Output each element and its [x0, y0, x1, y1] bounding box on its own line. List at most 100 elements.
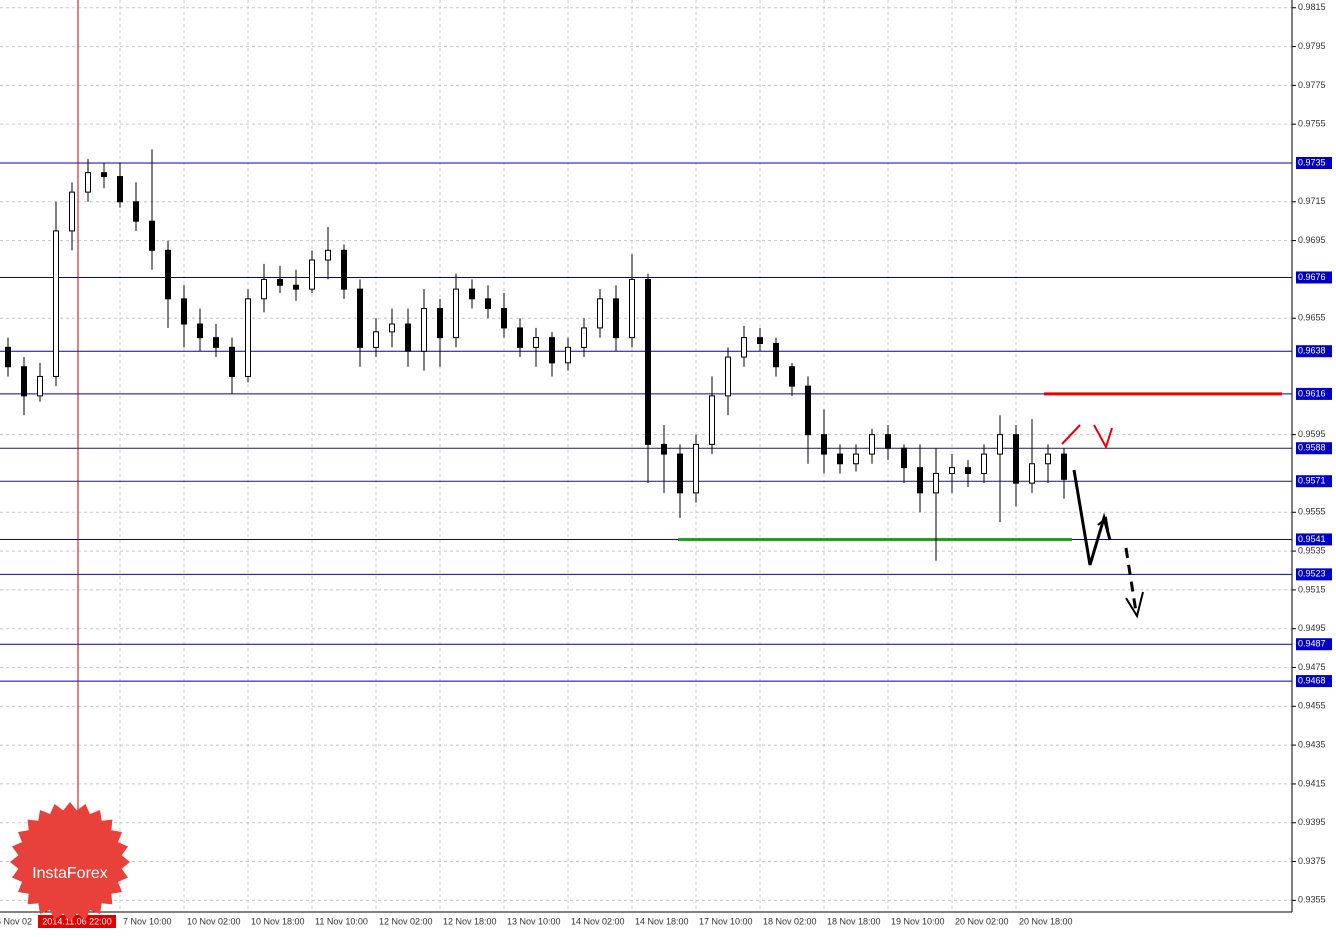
- candle-body: [613, 298, 619, 339]
- y-tick-label: 0.9395: [1298, 817, 1326, 827]
- candle-body: [661, 443, 667, 455]
- candle-body: [789, 366, 795, 387]
- candle-body: [341, 249, 347, 290]
- x-tick-label: 11 Nov 10:00: [315, 916, 368, 926]
- grid: [0, 0, 1292, 912]
- cursor-box: [38, 915, 116, 928]
- candle-body: [357, 288, 363, 348]
- level-box: [1296, 345, 1332, 358]
- candle-body: [805, 385, 811, 436]
- candle-body: [469, 288, 475, 300]
- candle-body: [53, 230, 59, 377]
- y-tick-label: 0.9715: [1298, 196, 1326, 206]
- x-tick-label: 6 Nov 02: [0, 916, 32, 926]
- level-box: [1296, 442, 1332, 455]
- candle-body: [373, 331, 379, 348]
- y-tick-label: 0.9535: [1298, 545, 1326, 555]
- candle-body: [117, 176, 123, 203]
- candle-body: [229, 346, 235, 377]
- candle-body: [405, 323, 411, 352]
- candle-body: [453, 288, 459, 339]
- candle-body: [1045, 453, 1051, 465]
- candle-body: [885, 434, 891, 449]
- x-tick-label: 20 Nov 18:00: [1019, 916, 1073, 926]
- level-label: 0.9541: [1298, 534, 1326, 544]
- forecast-arrow: [1125, 591, 1144, 619]
- y-tick-label: 0.9375: [1298, 856, 1326, 866]
- candle-body: [1029, 463, 1035, 484]
- candle-body: [1061, 453, 1067, 480]
- forecast-arrow: [1097, 516, 1109, 531]
- level-label: 0.9487: [1298, 639, 1326, 649]
- level-label: 0.9571: [1298, 476, 1326, 486]
- y-tick-label: 0.9595: [1298, 429, 1326, 439]
- candle-body: [197, 323, 203, 339]
- x-tick-label: 17 Nov 10:00: [699, 916, 753, 926]
- candle-body: [533, 337, 539, 348]
- candle-body: [933, 472, 939, 494]
- candle-body: [1013, 434, 1019, 484]
- level-box: [1296, 156, 1332, 169]
- candle-body: [293, 284, 299, 290]
- candle-body: [69, 191, 75, 232]
- candle-body: [485, 298, 491, 310]
- candle-body: [181, 298, 187, 325]
- level-label: 0.9638: [1298, 346, 1326, 356]
- x-tick-label: 14 Nov 18:00: [635, 916, 689, 926]
- candle-body: [821, 434, 827, 455]
- candles: [5, 149, 1067, 561]
- y-tick-label: 0.9355: [1298, 895, 1326, 905]
- candle-body: [597, 298, 603, 329]
- level-box: [1296, 638, 1332, 651]
- candle-body: [149, 220, 155, 251]
- candle-body: [5, 346, 11, 368]
- annotations: [1061, 424, 1144, 619]
- y-tick-label: 0.9415: [1298, 778, 1326, 788]
- candle-body: [901, 447, 907, 469]
- level-box: [1296, 533, 1332, 546]
- level-box: [1296, 271, 1332, 284]
- candle-body: [245, 298, 251, 377]
- level-label: 0.9735: [1298, 157, 1326, 167]
- logo-text: InstaForex: [32, 865, 108, 882]
- level-label: 0.9616: [1298, 388, 1326, 398]
- candle-body: [549, 337, 555, 364]
- x-tick-label: 13 Nov 10:00: [507, 916, 561, 926]
- x-tick-label: 10 Nov 18:00: [251, 916, 305, 926]
- candle-body: [949, 467, 955, 474]
- y-tick-label: 0.9515: [1298, 584, 1326, 594]
- red-arrow: [1061, 424, 1081, 445]
- candle-body: [21, 366, 27, 397]
- candle-body: [165, 249, 171, 300]
- candle-body: [261, 278, 267, 300]
- level-box: [1296, 675, 1332, 688]
- candle-body: [309, 259, 315, 290]
- candle-body: [853, 453, 859, 465]
- x-tick-label: 12 Nov 02:00: [379, 916, 433, 926]
- candle-body: [101, 172, 107, 178]
- candle-body: [213, 337, 219, 348]
- candle-body: [565, 346, 571, 364]
- candle-body: [837, 453, 843, 465]
- x-tick-label: 18 Nov 18:00: [827, 916, 881, 926]
- level-label: 0.9468: [1298, 675, 1326, 685]
- candle-body: [997, 434, 1003, 455]
- red-arrow: [1093, 424, 1113, 450]
- candle-body: [741, 337, 747, 358]
- candle-body: [693, 443, 699, 494]
- y-tick-label: 0.9795: [1298, 41, 1326, 51]
- forecast-arrow: [1124, 547, 1138, 613]
- candle-body: [965, 467, 971, 474]
- x-tick-label: 20 Nov 02:00: [955, 916, 1009, 926]
- level-box: [1296, 568, 1332, 581]
- y-tick-label: 0.9495: [1298, 623, 1326, 633]
- candle-body: [37, 375, 43, 397]
- y-tick-label: 0.9455: [1298, 701, 1326, 711]
- x-tick-label: 14 Nov 02:00: [571, 916, 625, 926]
- candle-body: [709, 395, 715, 445]
- level-box: [1296, 387, 1332, 400]
- logo-badge: [10, 802, 130, 922]
- candle-body: [773, 342, 779, 368]
- level-label: 0.9523: [1298, 569, 1326, 579]
